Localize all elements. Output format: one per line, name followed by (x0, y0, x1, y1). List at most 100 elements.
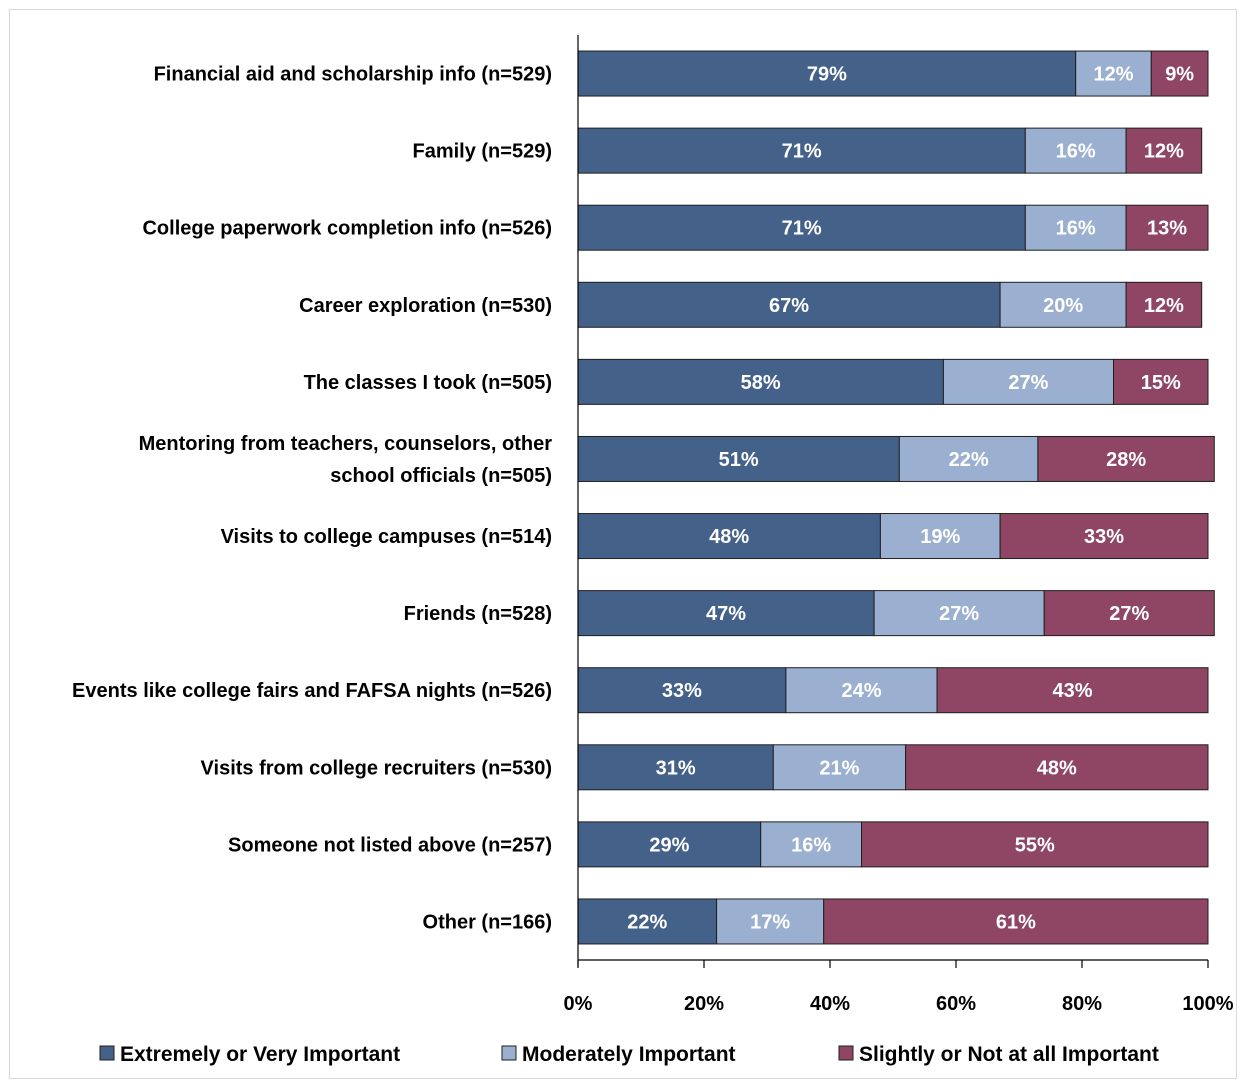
data-label: 19% (920, 526, 960, 548)
category-label-line: Career exploration (n=530) (299, 295, 552, 317)
data-label: 21% (819, 757, 859, 779)
category-label-line: Mentoring from teachers, counselors, oth… (139, 433, 553, 455)
category-label-line: Someone not listed above (n=257) (228, 834, 552, 856)
legend-label: Slightly or Not at all Important (859, 1043, 1159, 1066)
category-label: Financial aid and scholarship info (n=52… (154, 64, 552, 86)
bar-segment (823, 898, 1209, 945)
data-label: 20% (1043, 295, 1083, 317)
bar-segment (1113, 358, 1209, 405)
data-label: 12% (1093, 64, 1133, 86)
bar-segment (577, 358, 944, 405)
bar-segment (785, 667, 938, 714)
data-label: 43% (1053, 680, 1093, 702)
legend: Extremely or Very Important Moderately Im… (99, 1043, 1159, 1066)
category-label-line: school officials (n=505) (330, 465, 552, 487)
bar-segment (577, 513, 881, 560)
data-label: 13% (1147, 218, 1187, 240)
bar-segment (1125, 204, 1209, 251)
category-label: The classes I took (n=505) (304, 372, 552, 394)
x-tick-label: 40% (810, 993, 850, 1015)
data-label: 71% (782, 141, 822, 163)
bar-segment (772, 744, 907, 791)
category-label-line: College paperwork completion info (n=526… (142, 218, 552, 240)
bar-segment (1125, 127, 1203, 174)
category-label-line: Events like college fairs and FAFSA nigh… (72, 680, 552, 702)
category-label-line: Financial aid and scholarship info (n=52… (154, 64, 552, 86)
category-label-line: Visits from college recruiters (n=530) (201, 757, 552, 779)
data-label: 28% (1106, 449, 1146, 471)
bar-segment (577, 744, 774, 791)
data-label: 16% (1056, 141, 1096, 163)
legend-swatch (99, 1045, 115, 1061)
bar-segment (999, 513, 1209, 560)
bar-segment (1024, 127, 1127, 174)
bar-segment (1150, 50, 1209, 97)
bar-segment (577, 50, 1077, 97)
bar-segment (1043, 590, 1215, 637)
bar-segment (577, 821, 762, 868)
x-axis: 0% 20% 40% 60% 80% 100% (564, 35, 1234, 1015)
data-label: 29% (649, 834, 689, 856)
category-label-line: Visits to college campuses (n=514) (221, 526, 552, 548)
bar-segment (898, 435, 1039, 482)
bar-segment (1037, 435, 1215, 482)
data-label: 22% (627, 911, 667, 933)
data-label: 33% (662, 680, 702, 702)
category-label: Someone not listed above (n=257) (228, 834, 552, 856)
category-label: Visits to college campuses (n=514) (221, 526, 552, 548)
data-label: 17% (750, 911, 790, 933)
bars-group: 79% 12% 9% 71% 16% 12% 71% 16% 13% 67% 20% 12% 58% 27… (577, 50, 1215, 945)
data-label: 71% (782, 218, 822, 240)
data-label: 12% (1144, 295, 1184, 317)
category-label: Friends (n=528) (404, 603, 552, 625)
bar-segment (577, 435, 900, 482)
data-label: 22% (949, 449, 989, 471)
category-label: Other (n=166) (423, 911, 552, 933)
data-label: 79% (807, 64, 847, 86)
bar-segment (577, 590, 875, 637)
x-tick-label: 100% (1182, 993, 1233, 1015)
data-label: 15% (1141, 372, 1181, 394)
bar-segment (873, 590, 1045, 637)
bar-segment (716, 898, 825, 945)
data-label: 48% (709, 526, 749, 548)
data-label: 16% (791, 834, 831, 856)
bar-segment (942, 358, 1115, 405)
category-label: Career exploration (n=530) (299, 295, 552, 317)
data-label: 16% (1056, 218, 1096, 240)
data-label: 9% (1165, 64, 1194, 86)
bar-segment (936, 667, 1209, 714)
category-label: Visits from college recruiters (n=530) (201, 757, 552, 779)
data-label: 48% (1037, 757, 1077, 779)
data-label: 58% (741, 372, 781, 394)
x-tick-label: 60% (936, 993, 976, 1015)
data-label: 61% (996, 911, 1036, 933)
bar-segment (760, 821, 863, 868)
category-label-line: Family (n=529) (412, 141, 552, 163)
data-label: 27% (939, 603, 979, 625)
bar-segment (861, 821, 1209, 868)
bar-segment (905, 744, 1209, 791)
bar-segment (1075, 50, 1152, 97)
data-label: 27% (1109, 603, 1149, 625)
data-label: 55% (1015, 834, 1055, 856)
data-label: 12% (1144, 141, 1184, 163)
data-label: 24% (841, 680, 881, 702)
legend-swatch (501, 1045, 517, 1061)
bar-segment (577, 667, 787, 714)
category-label: Family (n=529) (412, 141, 552, 163)
bar-segment (879, 513, 1001, 560)
category-labels: Financial aid and scholarship info (n=52… (72, 64, 552, 934)
category-label: Mentoring from teachers, counselors, oth… (139, 433, 553, 487)
bar-segment (1024, 204, 1127, 251)
x-tick-label: 0% (564, 993, 593, 1015)
bar-segment (999, 281, 1127, 328)
legend-label: Moderately Important (522, 1043, 736, 1066)
data-label: 31% (656, 757, 696, 779)
category-label-line: Other (n=166) (423, 911, 552, 933)
bar-segment (1125, 281, 1203, 328)
data-label: 51% (719, 449, 759, 471)
data-label: 27% (1008, 372, 1048, 394)
x-tick-label: 20% (684, 993, 724, 1015)
